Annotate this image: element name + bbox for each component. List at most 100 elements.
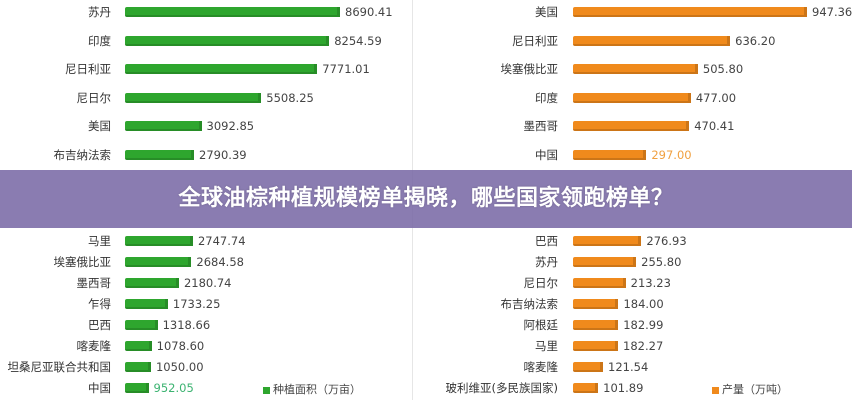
value-label: 182.99 bbox=[623, 318, 664, 332]
category-label: 阿根廷 bbox=[523, 318, 559, 332]
value-label: 2684.58 bbox=[196, 255, 244, 269]
bar bbox=[573, 278, 626, 288]
bar-row: 印度 477.00 bbox=[426, 88, 852, 108]
bar-row: 喀麦隆 121.54 bbox=[426, 357, 852, 377]
bar-row: 尼日利亚 7771.01 bbox=[0, 59, 412, 79]
bar-row: 中国 952.05 bbox=[0, 378, 412, 398]
bar-row: 埃塞俄比亚 2684.58 bbox=[0, 252, 412, 272]
bar-row: 中国 297.00 bbox=[426, 145, 852, 165]
bar bbox=[125, 341, 152, 351]
bar bbox=[573, 383, 599, 393]
category-label: 玻利维亚(多民族国家) bbox=[445, 381, 558, 395]
value-label: 947.36 bbox=[812, 5, 852, 19]
bar bbox=[125, 149, 195, 160]
bar bbox=[573, 362, 604, 372]
category-label: 马里 bbox=[535, 339, 558, 353]
value-label: 952.05 bbox=[153, 381, 194, 395]
bar bbox=[125, 236, 193, 246]
value-label: 470.41 bbox=[694, 119, 735, 133]
category-label: 巴西 bbox=[88, 318, 111, 332]
category-label: 苏丹 bbox=[88, 5, 111, 19]
bar bbox=[125, 383, 149, 393]
value-label: 3092.85 bbox=[206, 119, 255, 133]
bar-row: 埃塞俄比亚 505.80 bbox=[426, 59, 852, 79]
value-label: 477.00 bbox=[695, 90, 737, 105]
bar bbox=[573, 236, 642, 246]
category-label: 埃塞俄比亚 bbox=[53, 255, 112, 269]
bar bbox=[125, 299, 168, 309]
bar bbox=[573, 341, 619, 351]
category-label: 苏丹 bbox=[535, 255, 558, 269]
category-label: 美国 bbox=[88, 119, 111, 133]
category-label: 喀麦隆 bbox=[523, 360, 559, 374]
bar bbox=[125, 121, 202, 131]
value-label: 121.54 bbox=[608, 360, 649, 374]
bar bbox=[573, 320, 619, 330]
bar bbox=[125, 92, 262, 103]
bar-row: 巴西 276.93 bbox=[426, 231, 852, 251]
value-label: 276.93 bbox=[646, 234, 687, 248]
category-label: 墨西哥 bbox=[76, 276, 112, 290]
bar bbox=[573, 92, 691, 103]
bar bbox=[125, 362, 151, 372]
legend-swatch bbox=[263, 386, 270, 394]
bar-row: 美国 3092.85 bbox=[0, 116, 412, 136]
value-label: 8690.41 bbox=[345, 5, 393, 19]
value-label: 1078.60 bbox=[156, 339, 205, 353]
category-label: 喀麦隆 bbox=[76, 339, 112, 353]
value-label: 184.00 bbox=[623, 297, 664, 311]
value-label: 1733.25 bbox=[172, 297, 221, 311]
banner-title: 全球油棕种植规模榜单揭晓，哪些国家领跑榜单？ bbox=[178, 186, 674, 211]
value-label: 2747.74 bbox=[197, 234, 246, 248]
category-label: 印度 bbox=[535, 90, 558, 105]
bar bbox=[573, 35, 731, 46]
bar bbox=[125, 320, 158, 330]
bar bbox=[573, 149, 647, 160]
bar bbox=[573, 257, 637, 267]
value-label: 255.80 bbox=[641, 255, 682, 269]
bar bbox=[125, 7, 340, 17]
category-label: 马里 bbox=[88, 234, 111, 248]
bar bbox=[573, 7, 807, 17]
value-label: 5508.25 bbox=[266, 90, 314, 105]
bar-row: 玻利维亚(多民族国家) 101.89 bbox=[426, 378, 852, 398]
category-label: 中国 bbox=[535, 147, 558, 162]
legend-label: 产量（万吨） bbox=[722, 383, 788, 396]
bar-row: 马里 182.27 bbox=[426, 336, 852, 356]
title-banner bbox=[0, 170, 852, 228]
bar bbox=[573, 64, 698, 74]
category-label: 美国 bbox=[535, 5, 558, 19]
bar-row: 尼日尔 213.23 bbox=[426, 273, 852, 293]
bar-row: 苏丹 8690.41 bbox=[0, 2, 412, 22]
category-label: 尼日利亚 bbox=[512, 33, 558, 48]
bar bbox=[125, 64, 318, 74]
planting-area-chart: 苏丹 8690.41 印度 8254.59 尼日利亚 7771.01 尼日尔 5508.25 美… bbox=[0, 0, 412, 400]
value-label: 1050.00 bbox=[155, 360, 204, 374]
bar-row: 墨西哥 2180.74 bbox=[0, 273, 412, 293]
category-label: 巴西 bbox=[535, 234, 558, 248]
bar-row: 布吉纳法索 2790.39 bbox=[0, 145, 412, 165]
bar-row: 阿根廷 182.99 bbox=[426, 315, 852, 335]
bar-row: 马里 2747.74 bbox=[0, 231, 412, 251]
value-label: 2180.74 bbox=[183, 276, 232, 290]
value-label: 7771.01 bbox=[322, 62, 370, 76]
category-label: 墨西哥 bbox=[523, 119, 559, 133]
category-label: 布吉纳法索 bbox=[500, 297, 559, 311]
legend: 产量（万吨） bbox=[712, 381, 788, 397]
bar bbox=[125, 278, 179, 288]
bar-row: 布吉纳法索 184.00 bbox=[426, 294, 852, 314]
value-label: 213.23 bbox=[630, 276, 671, 290]
bar-row: 乍得 1733.25 bbox=[0, 294, 412, 314]
category-label: 尼日尔 bbox=[76, 90, 112, 105]
bar-row: 喀麦隆 1078.60 bbox=[0, 336, 412, 356]
value-label: 182.27 bbox=[623, 339, 664, 353]
bar-row: 坦桑尼亚联合共和国 1050.00 bbox=[0, 357, 412, 377]
category-label: 印度 bbox=[88, 33, 111, 48]
category-label: 埃塞俄比亚 bbox=[500, 62, 559, 76]
bar bbox=[573, 121, 690, 131]
category-label: 尼日利亚 bbox=[65, 62, 111, 76]
bar-row: 尼日尔 5508.25 bbox=[0, 88, 412, 108]
value-label: 505.80 bbox=[702, 62, 744, 76]
value-label: 1318.66 bbox=[162, 318, 211, 332]
bar-row: 巴西 1318.66 bbox=[0, 315, 412, 335]
